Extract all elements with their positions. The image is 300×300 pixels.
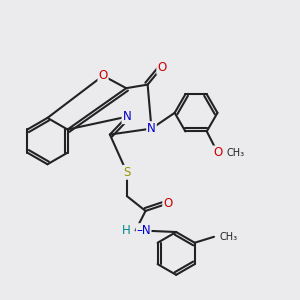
Text: CH₃: CH₃ [220, 232, 238, 242]
Text: O: O [98, 69, 108, 82]
Text: O: O [213, 146, 222, 160]
Text: S: S [123, 166, 130, 179]
Text: H: H [122, 224, 130, 237]
Text: CH₃: CH₃ [227, 148, 245, 158]
Text: N: N [122, 110, 131, 123]
Text: O: O [163, 197, 172, 210]
Text: N: N [147, 122, 156, 135]
Text: O: O [157, 61, 167, 74]
Text: –N: –N [136, 224, 151, 237]
